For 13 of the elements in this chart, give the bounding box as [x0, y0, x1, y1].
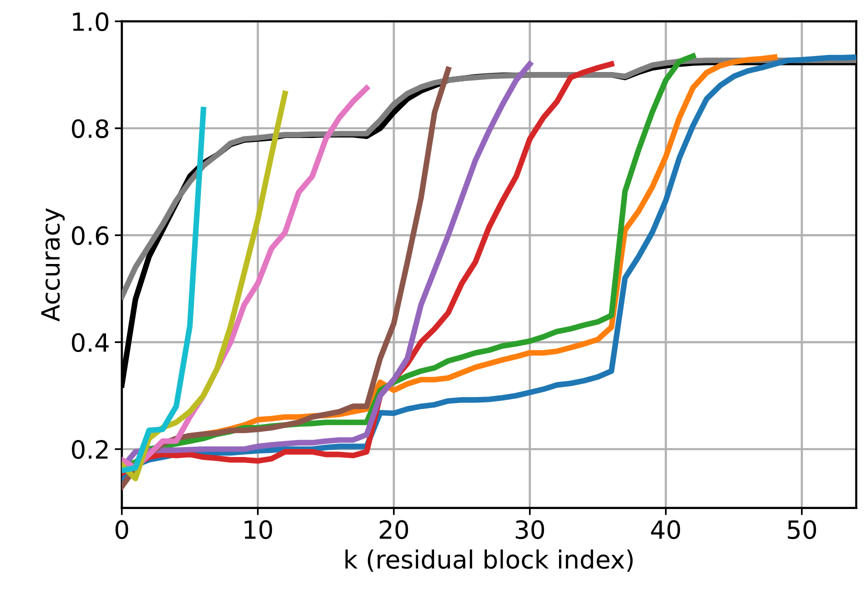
x-tick-label: 0	[116, 520, 128, 540]
x-axis-title: k (residual block index)	[345, 549, 633, 572]
x-tick-label: 50	[788, 520, 816, 540]
x-tick-label: 40	[651, 520, 680, 540]
y-tick-label: 0.2	[72, 440, 108, 459]
x-tick-label: 20	[380, 520, 408, 540]
y-axis-title: Accuracy	[41, 208, 65, 322]
x-tick-label: 10	[244, 520, 272, 540]
y-tick-label: 0.4	[72, 333, 109, 352]
y-tick-label: 0.8	[72, 119, 108, 138]
x-tick-label: 30	[516, 520, 544, 540]
y-tick-label: 1.0	[73, 12, 108, 32]
y-tick-label: 0.6	[72, 226, 108, 246]
